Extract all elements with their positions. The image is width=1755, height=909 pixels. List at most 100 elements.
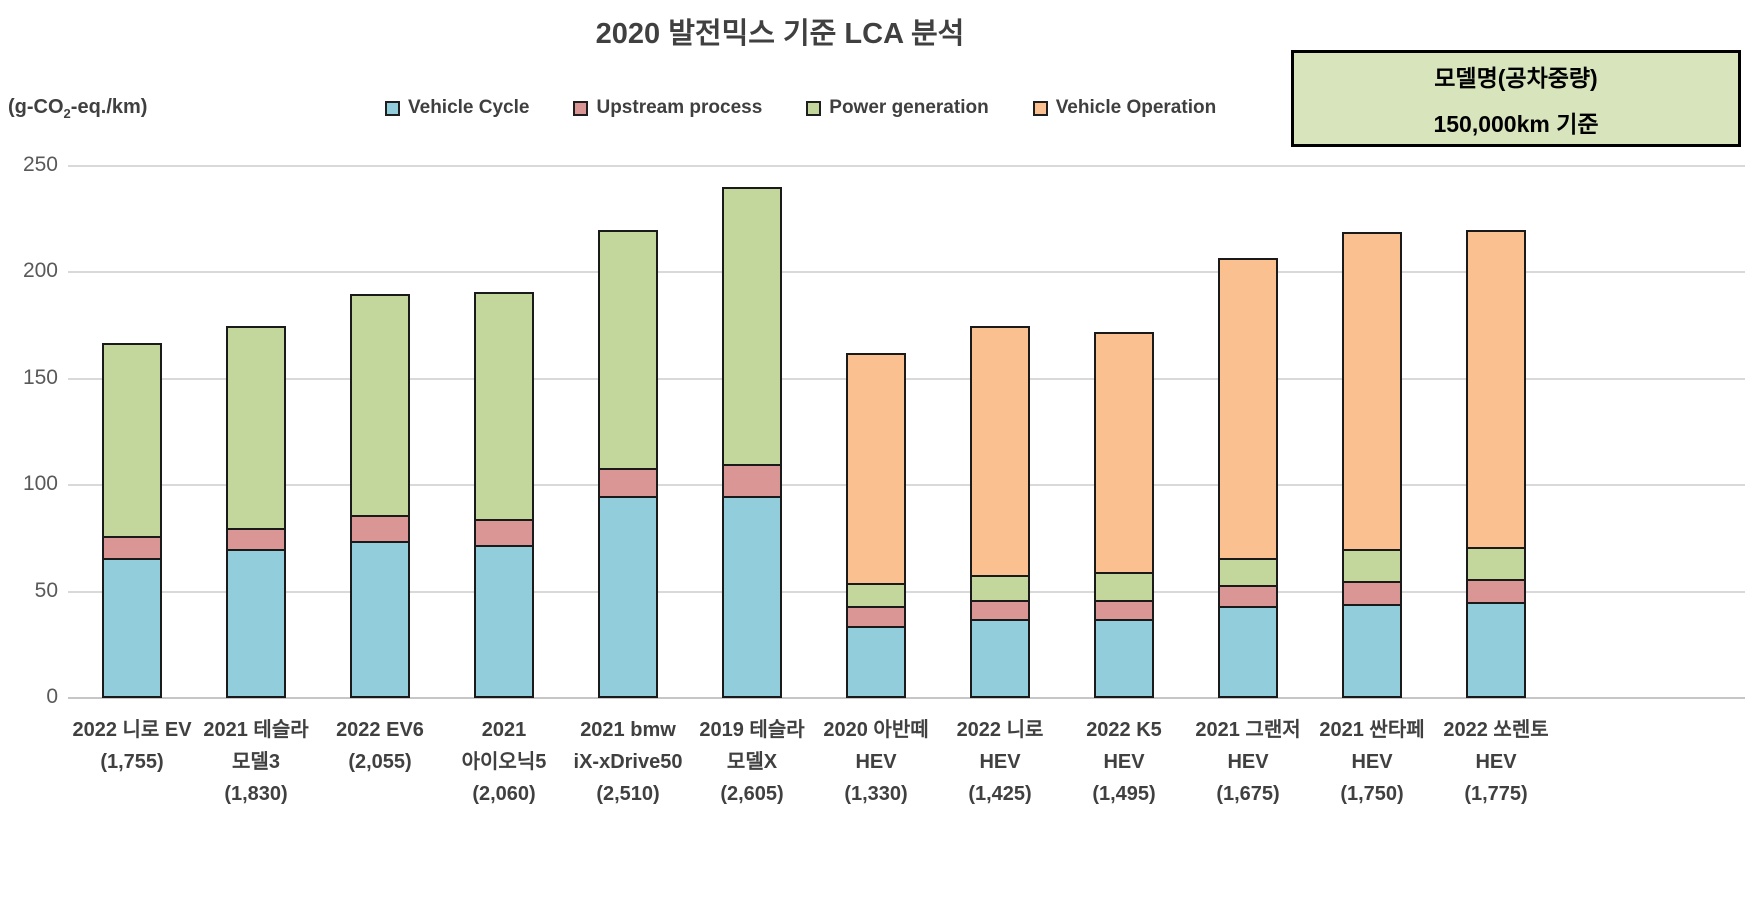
bar-11-segment-vehicle-operation xyxy=(1342,231,1402,550)
bar-5-segment-power-generation xyxy=(598,229,658,469)
gridline-150 xyxy=(68,377,1745,380)
legend-item-vehicle-operation: Vehicle Operation xyxy=(1032,97,1217,119)
legend-swatch-icon xyxy=(385,100,400,116)
legend-swatch-icon xyxy=(573,100,589,116)
bar-2-segment-upstream-process xyxy=(226,527,286,550)
category-label-line: 2021 bmw xyxy=(580,719,676,741)
legend-item-vehicle-cycle: Vehicle Cycle xyxy=(385,97,529,119)
info-box-line1: 모델명(공차중량) xyxy=(1434,64,1598,91)
legend-swatch-icon xyxy=(806,100,822,116)
gridline-50 xyxy=(68,590,1745,593)
bar-6-segment-power-generation xyxy=(722,187,782,464)
category-label-line: 모델X xyxy=(726,751,778,773)
category-label-line: (1,830) xyxy=(224,783,288,805)
category-label-line: HEV xyxy=(855,751,897,773)
gridline-100 xyxy=(68,484,1745,487)
bar-4-segment-power-generation xyxy=(474,291,534,520)
category-label-10: 2021 그랜저 HEV (1,675) xyxy=(1182,714,1314,810)
category-label-line: (1,495) xyxy=(1092,783,1156,805)
bar-5-segment-upstream-process xyxy=(598,468,658,496)
category-label-3: 2022 EV6 (2,055) xyxy=(314,714,446,778)
gridline-250 xyxy=(68,165,1745,167)
bar-11-segment-upstream-process xyxy=(1342,580,1402,605)
category-label-line: (1,750) xyxy=(1340,783,1404,805)
info-box-line2: 150,000km 기준 xyxy=(1433,110,1599,137)
bar-5-segment-vehicle-cycle xyxy=(598,495,658,698)
category-label-line: iX-xDrive50 xyxy=(573,751,683,773)
bar-12-segment-upstream-process xyxy=(1466,578,1526,603)
bar-6-segment-upstream-process xyxy=(722,463,782,496)
category-label-4: 2021 아이오닉5 (2,060) xyxy=(438,714,570,810)
bar-10-segment-upstream-process xyxy=(1218,585,1278,607)
bar-9-segment-vehicle-cycle xyxy=(1094,619,1154,698)
category-label-line: 2022 니로 xyxy=(956,719,1044,741)
y-tick-label-0: 0 xyxy=(46,685,58,708)
category-label-9: 2022 K5 HEV (1,495) xyxy=(1058,714,1190,810)
gridline-200 xyxy=(68,271,1745,274)
bar-11-segment-power-generation xyxy=(1342,549,1402,581)
bar-1-segment-upstream-process xyxy=(102,536,162,558)
category-label-line: 아이오닉5 xyxy=(461,751,547,773)
bar-2-segment-vehicle-cycle xyxy=(226,549,286,698)
bar-12-segment-vehicle-operation xyxy=(1466,229,1526,547)
legend-label: Power generation xyxy=(829,97,989,118)
y-tick-label-100: 100 xyxy=(22,472,58,496)
info-box: 모델명(공차중량) 150,000km 기준 xyxy=(1291,50,1741,147)
bar-9-segment-vehicle-operation xyxy=(1094,331,1154,573)
category-label-line: 2021 그랜저 xyxy=(1195,719,1301,741)
bar-8-segment-vehicle-operation xyxy=(970,325,1030,575)
legend-label: Vehicle Operation xyxy=(1055,97,1217,118)
category-label-line: (1,675) xyxy=(1216,783,1280,805)
bar-3-segment-power-generation xyxy=(350,293,410,515)
y-axis-unit-label: (g-CO2-eq./km) xyxy=(8,96,148,121)
category-label-line: 2022 K5 xyxy=(1086,719,1162,741)
bar-7-segment-vehicle-operation xyxy=(846,353,906,584)
y-tick-label-250: 250 xyxy=(22,153,58,176)
legend-item-upstream-process: Upstream process xyxy=(573,97,762,119)
category-label-8: 2022 니로 HEV (1,425) xyxy=(934,714,1066,810)
bar-8-segment-vehicle-cycle xyxy=(970,619,1030,698)
bar-11-segment-vehicle-cycle xyxy=(1342,604,1402,698)
bar-7-segment-power-generation xyxy=(846,583,906,607)
category-label-line: (1,330) xyxy=(844,783,908,805)
category-label-line: (1,775) xyxy=(1464,783,1528,805)
category-label-line: (2,605) xyxy=(720,783,784,805)
bar-9-segment-upstream-process xyxy=(1094,600,1154,620)
category-label-line: (1,755) xyxy=(100,751,164,773)
category-label-line: 2021 테슬라 xyxy=(203,719,309,741)
bar-3-segment-vehicle-cycle xyxy=(350,540,410,698)
y-tick-label-200: 200 xyxy=(22,259,58,283)
bar-10-segment-power-generation xyxy=(1218,557,1278,586)
bar-7-segment-upstream-process xyxy=(846,606,906,626)
bar-9-segment-power-generation xyxy=(1094,572,1154,601)
category-label-line: 2021 xyxy=(481,719,527,741)
category-label-line: 모델3 xyxy=(232,751,280,773)
bar-10-segment-vehicle-cycle xyxy=(1218,606,1278,698)
category-label-1: 2022 니로 EV (1,755) xyxy=(66,714,198,778)
category-label-line: (1,425) xyxy=(968,783,1032,805)
bar-6-segment-vehicle-cycle xyxy=(722,495,782,698)
category-label-line: HEV xyxy=(979,751,1021,773)
legend-label: Vehicle Cycle xyxy=(408,97,530,118)
bar-7-segment-vehicle-cycle xyxy=(846,625,906,698)
legend: Vehicle Cycle Upstream process Power gener… xyxy=(385,97,1216,119)
category-label-line: HEV xyxy=(1103,751,1145,773)
bar-1-segment-vehicle-cycle xyxy=(102,557,162,698)
bar-4-segment-upstream-process xyxy=(474,519,534,545)
legend-item-power-generation: Power generation xyxy=(806,97,989,119)
category-label-line: HEV xyxy=(1351,751,1393,773)
bar-3-segment-upstream-process xyxy=(350,514,410,541)
chart-title: 2020 발전믹스 기준 LCA 분석 xyxy=(595,18,965,50)
category-label-line: (2,060) xyxy=(472,783,536,805)
bar-12-segment-vehicle-cycle xyxy=(1466,602,1526,698)
category-label-line: HEV xyxy=(1475,751,1517,773)
legend-swatch-icon xyxy=(1032,100,1048,116)
category-label-5: 2021 bmw iX-xDrive50 (2,510) xyxy=(562,714,694,810)
category-label-line: HEV xyxy=(1227,751,1269,773)
bar-2-segment-power-generation xyxy=(226,325,286,528)
x-axis-line xyxy=(68,697,1745,699)
category-label-line: 2019 테슬라 xyxy=(699,719,805,741)
bar-4-segment-vehicle-cycle xyxy=(474,544,534,698)
